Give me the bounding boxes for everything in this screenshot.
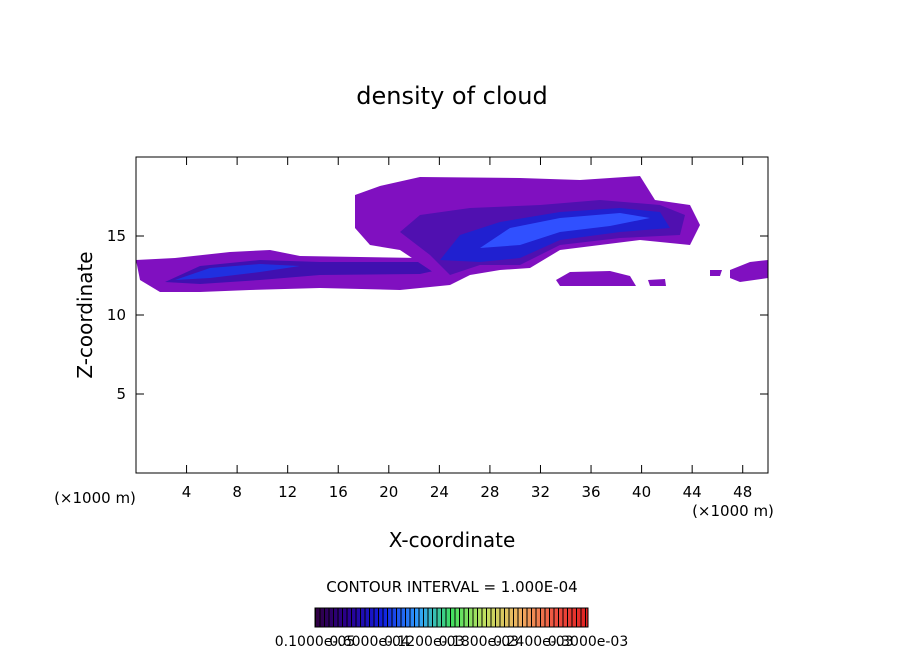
cloud-region <box>165 260 438 284</box>
y-tick-label: 10 <box>107 306 126 324</box>
x-tick-label: 12 <box>278 483 297 501</box>
colorbar-label: 0.1000e-05 <box>275 634 355 650</box>
x-tick-label: 40 <box>632 483 651 501</box>
x-tick-label: 48 <box>733 483 752 501</box>
cloud-region <box>556 271 636 286</box>
x-tick-label: 16 <box>329 483 348 501</box>
cloud-region <box>648 279 666 286</box>
x-unit: (×1000 m) <box>692 502 774 520</box>
cloud-region <box>175 264 300 280</box>
x-tick-label: 8 <box>232 483 242 501</box>
colorbar-frame <box>314 607 589 628</box>
y-tick-label: 15 <box>107 227 126 245</box>
chart-title: density of cloud <box>356 82 547 110</box>
cloud-field <box>136 176 768 292</box>
colorbar-label: 0.6000e-04 <box>329 634 410 650</box>
contour-interval: CONTOUR INTERVAL = 1.000E-04 <box>326 578 577 596</box>
colorbar-label: 0.3000e-03 <box>548 634 628 650</box>
x-tick-label: 4 <box>182 483 192 501</box>
x-tick-label: 44 <box>683 483 702 501</box>
cloud-region <box>480 213 650 248</box>
y-axis-label: Z-coordinate <box>73 251 97 378</box>
colorbar-label: 0.1800e-03 <box>439 634 519 650</box>
x-tick-label: 32 <box>531 483 550 501</box>
x-tick-label: 20 <box>379 483 398 501</box>
x-axis-label: X-coordinate <box>389 528 516 552</box>
x-tick-label: 24 <box>430 483 449 501</box>
colorbar-label: 0.1200e-03 <box>384 634 464 650</box>
y-tick-label: 5 <box>116 385 126 403</box>
colorbar-label: 0.2400e-03 <box>493 634 573 650</box>
x-unit: (×1000 m) <box>54 489 136 507</box>
x-tick-label: 36 <box>581 483 600 501</box>
cloud-region <box>730 260 768 282</box>
x-tick-label: 28 <box>480 483 499 501</box>
cloud-region <box>710 270 722 276</box>
